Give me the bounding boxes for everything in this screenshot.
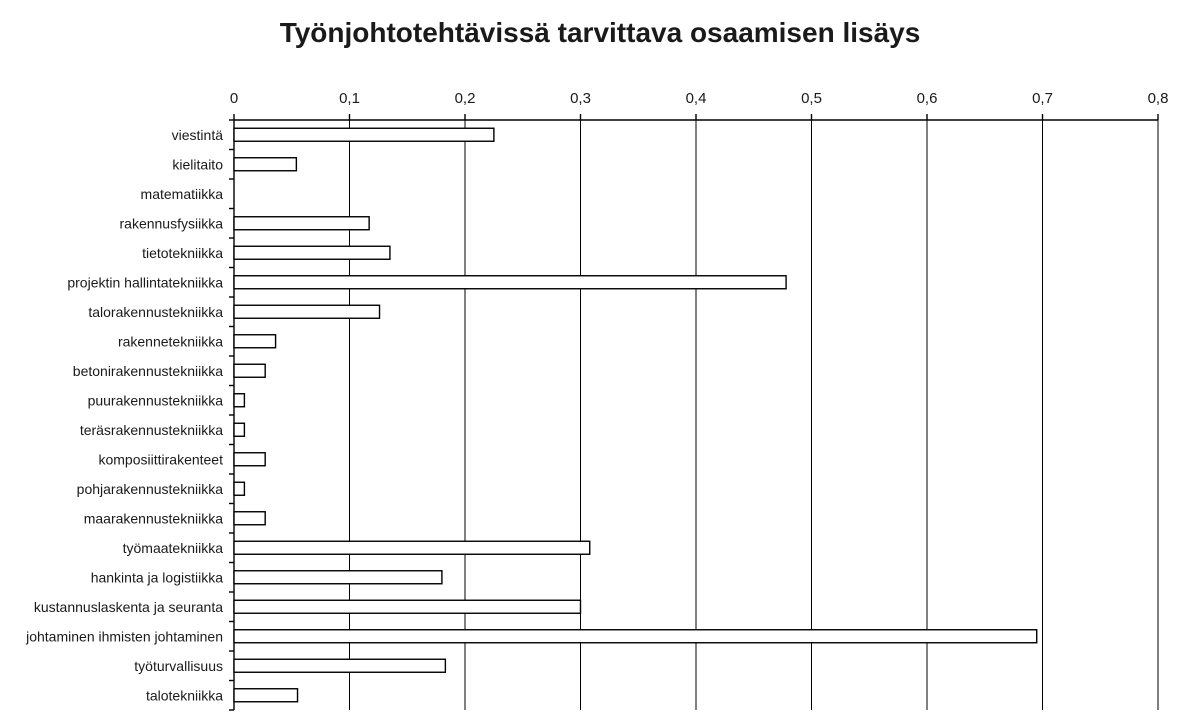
- bar-19: [233, 688, 299, 703]
- bar-5: [233, 275, 787, 290]
- x-tick-label-3: 0,3: [570, 90, 591, 107]
- category-label-2: matematiikka: [141, 186, 224, 202]
- bar-0: [233, 127, 495, 142]
- category-label-9: puurakennustekniikka: [88, 392, 224, 408]
- bar-8: [233, 363, 266, 378]
- category-label-16: kustannuslaskenta ja seuranta: [34, 599, 223, 615]
- category-label-3: rakennusfysiikka: [120, 215, 224, 231]
- category-label-6: talorakennustekniikka: [88, 304, 223, 320]
- category-label-18: työturvallisuus: [134, 658, 223, 674]
- category-label-0: viestintä: [172, 127, 224, 143]
- category-label-4: tietotekniikka: [142, 245, 223, 261]
- bar-11: [233, 452, 266, 467]
- bar-6: [233, 304, 381, 319]
- bar-13: [233, 511, 266, 526]
- grid-layer: [229, 114, 1159, 711]
- category-label-7: rakennetekniikka: [118, 333, 223, 349]
- bar-10: [233, 422, 246, 437]
- category-label-15: hankinta ja logistiikka: [91, 569, 224, 585]
- category-label-8: betonirakennustekniikka: [73, 363, 223, 379]
- x-tick-label-1: 0,1: [339, 90, 360, 107]
- x-tick-label-2: 0,2: [455, 90, 476, 107]
- bar-15: [233, 570, 443, 585]
- bar-14: [233, 540, 591, 555]
- x-tick-label-7: 0,7: [1032, 90, 1053, 107]
- labels-layer: 0 0,1 0,2 0,3 0,4 0,5 0,6 0,7 0,8 viestintä kielit…: [25, 90, 1168, 703]
- chart-title: Työnjohtotehtävissä tarvittava osaamisen…: [280, 17, 921, 48]
- category-label-1: kielitaito: [172, 156, 223, 172]
- category-label-19: talotekniikka: [146, 687, 223, 703]
- bar-7: [233, 334, 277, 349]
- bars-layer: [233, 127, 1038, 703]
- category-label-10: teräsrakennustekniikka: [80, 422, 223, 438]
- category-label-12: pohjarakennustekniikka: [77, 481, 224, 497]
- bar-9: [233, 393, 246, 408]
- bar-16: [233, 599, 582, 614]
- bar-18: [233, 658, 447, 673]
- x-tick-label-6: 0,6: [917, 90, 938, 107]
- x-tick-label-4: 0,4: [686, 90, 707, 107]
- category-label-11: komposiittirakenteet: [98, 451, 223, 467]
- bar-3: [233, 216, 370, 231]
- x-tick-label-5: 0,5: [801, 90, 822, 107]
- x-tick-label-8: 0,8: [1148, 90, 1169, 107]
- x-tick-label-0: 0: [230, 90, 238, 107]
- bar-17: [233, 629, 1038, 644]
- bar-1: [233, 157, 298, 172]
- bar-12: [233, 481, 246, 496]
- category-label-17: johtaminen ihmisten johtaminen: [25, 628, 223, 644]
- bar-4: [233, 245, 391, 260]
- category-label-13: maarakennustekniikka: [84, 510, 224, 526]
- category-label-5: projektin hallintatekniikka: [67, 274, 223, 290]
- category-label-14: työmaatekniikka: [123, 540, 224, 556]
